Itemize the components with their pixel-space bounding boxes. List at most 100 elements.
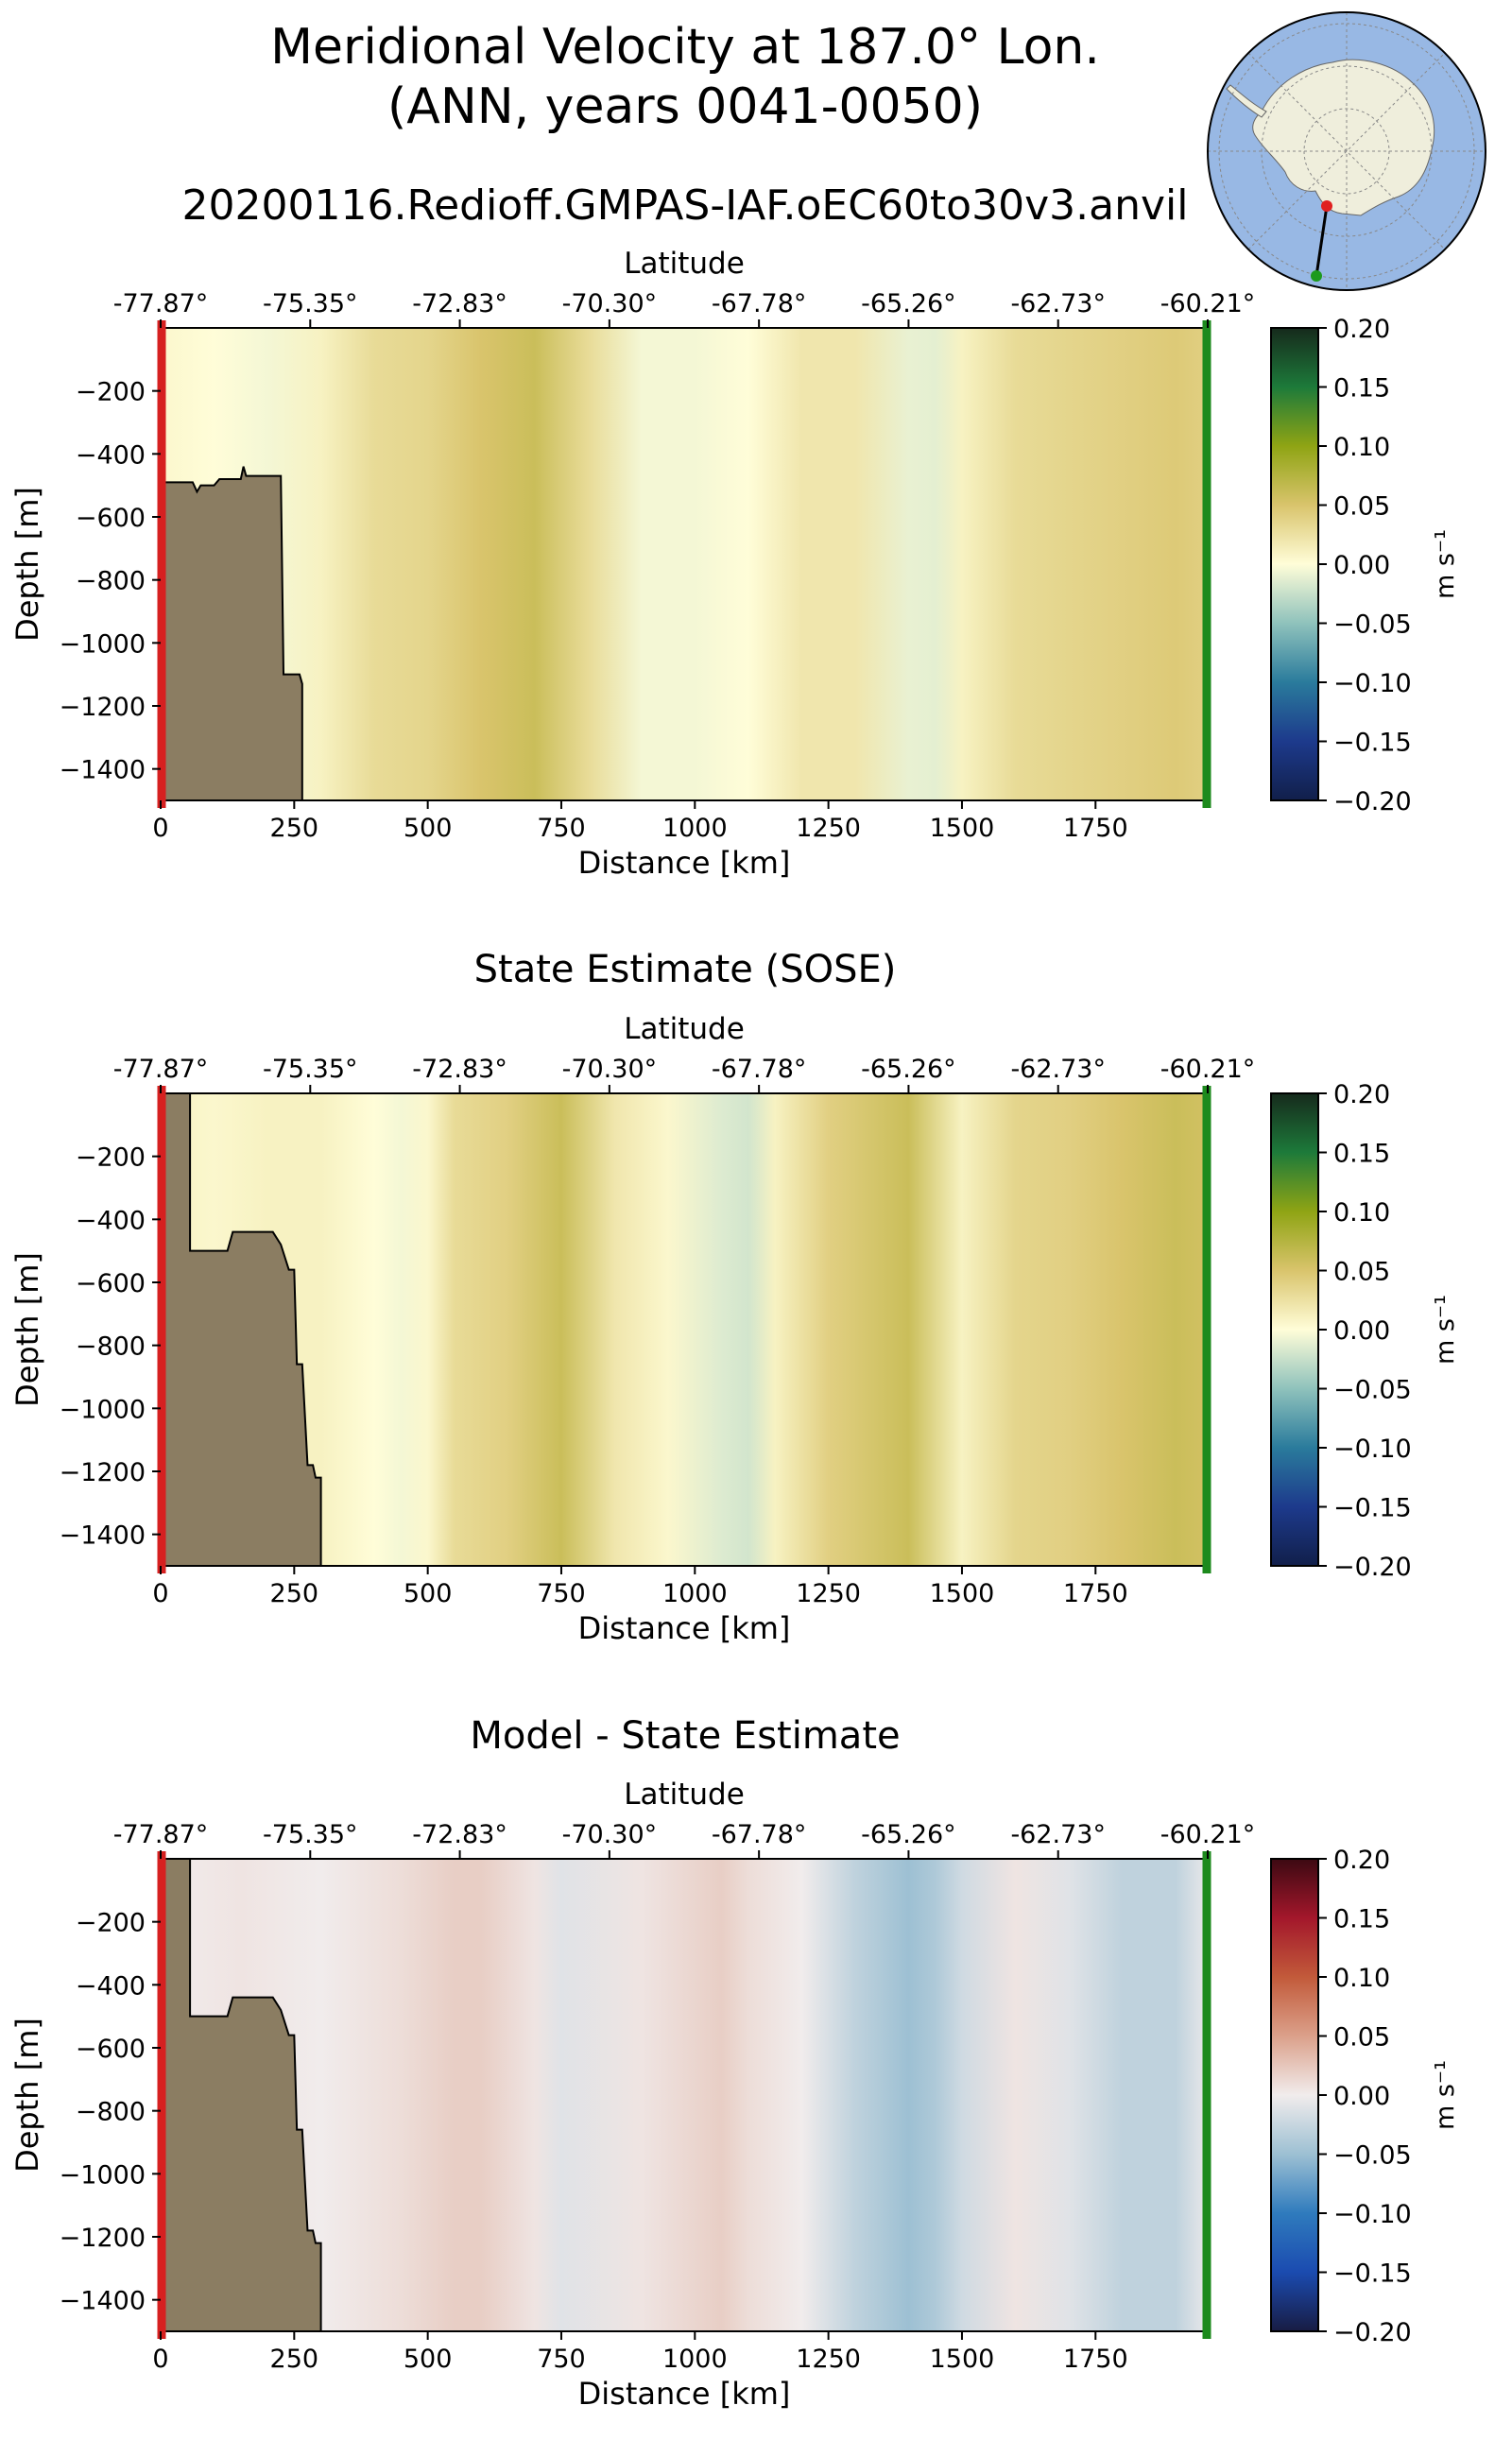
colorbar-tick-label: 0.15 <box>1333 1140 1390 1169</box>
y-tick-label: −400 <box>76 1971 146 2001</box>
y-tick-label: −600 <box>76 2035 146 2064</box>
map-border <box>1207 11 1486 291</box>
y-tick-label: −400 <box>76 440 146 470</box>
latitude-axis-label: Latitude <box>624 1012 745 1046</box>
figure-title-line2: (ANN, years 0041-0050) <box>387 78 983 135</box>
x-tick-label: 1750 <box>1063 814 1128 843</box>
colorbar-tick-label: 0.10 <box>1333 1198 1390 1228</box>
latitude-tick-label: -75.35° <box>263 289 358 318</box>
latitude-tick-label: -77.87° <box>113 1820 209 1849</box>
colorbar-tick-label: 0.20 <box>1333 1080 1390 1109</box>
y-tick-label: −1400 <box>60 1521 146 1551</box>
latitude-tick-label: -62.73° <box>1010 289 1106 318</box>
y-tick-label: −1000 <box>60 629 146 659</box>
latitude-tick-label: -77.87° <box>113 289 209 318</box>
y-tick-label: −200 <box>76 1909 146 1938</box>
antarctica-landmass <box>1252 59 1435 216</box>
latitude-tick-label: -62.73° <box>1010 1820 1106 1849</box>
colorbar-tick-label: −0.10 <box>1333 1435 1412 1464</box>
antarctica-inset-map <box>1207 11 1486 291</box>
latitude-tick-label: -75.35° <box>263 1820 358 1849</box>
y-axis-label: Depth [m] <box>9 487 45 642</box>
x-tick-label: 1750 <box>1063 2345 1128 2374</box>
latitude-tick-label: -77.87° <box>113 1055 209 1084</box>
latitude-tick-label: -67.78° <box>712 289 807 318</box>
colorbar <box>1270 327 1319 801</box>
x-tick-label: 0 <box>152 814 168 843</box>
colorbar-tick-label: −0.05 <box>1333 610 1412 640</box>
y-tick-label: −1200 <box>60 2224 146 2253</box>
colorbar-tick-label: −0.15 <box>1333 729 1412 758</box>
x-tick-label: 1000 <box>662 814 728 843</box>
x-tick-label: 1500 <box>930 1579 995 1608</box>
x-tick-label: 1000 <box>662 1579 728 1608</box>
colorbar-tick-label: −0.20 <box>1333 787 1412 816</box>
latitude-tick-label: -60.21° <box>1160 1820 1256 1849</box>
panel-3: Model - State Estimate Latitude 0 250 500 750… <box>9 1714 1460 2412</box>
x-tick-label: 750 <box>537 814 586 843</box>
x-axis-label: Distance [km] <box>578 1610 791 1646</box>
y-tick-label: −600 <box>76 1269 146 1298</box>
panel-title: Model - State Estimate <box>470 1714 900 1758</box>
velocity-field <box>161 1093 1208 1566</box>
latitude-tick-label: -70.30° <box>562 1820 658 1849</box>
colorbar-tick-label: −0.20 <box>1333 1553 1412 1582</box>
velocity-field <box>161 1859 1208 2331</box>
panel-2: State Estimate (SOSE) Latitude 0 250 500 750 1… <box>9 948 1460 1646</box>
colorbar-tick-label: 0.00 <box>1333 2082 1390 2111</box>
latitude-tick-label: -65.26° <box>861 1820 956 1849</box>
transect-line <box>1314 205 1329 277</box>
y-tick-label: −400 <box>76 1206 146 1235</box>
y-tick-label: −600 <box>76 504 146 533</box>
x-tick-label: 750 <box>537 2345 586 2374</box>
x-tick-label: 500 <box>404 814 453 843</box>
panel-title: State Estimate (SOSE) <box>474 948 897 991</box>
y-tick-label: −200 <box>76 378 146 407</box>
x-tick-label: 500 <box>404 1579 453 1608</box>
latitude-tick-label: -72.83° <box>412 289 507 318</box>
colorbar-tick-label: 0.10 <box>1333 1964 1390 1993</box>
transect-start-marker <box>1321 200 1332 212</box>
colorbar-tick-label: −0.10 <box>1333 2200 1412 2229</box>
x-axis-label: Distance [km] <box>578 2376 791 2412</box>
grid-meridian <box>1247 52 1446 250</box>
y-tick-label: −800 <box>76 1332 146 1362</box>
colorbar-label: m s⁻¹ <box>1431 529 1460 599</box>
latitude-tick-label: -72.83° <box>412 1820 507 1849</box>
x-tick-label: 1250 <box>796 2345 861 2374</box>
latitude-tick-label: -60.21° <box>1160 1055 1256 1084</box>
antarctic-peninsula <box>1226 84 1267 118</box>
x-tick-label: 1250 <box>796 814 861 843</box>
colorbar-tick-label: 0.10 <box>1333 433 1390 462</box>
latitude-tick-label: -75.35° <box>263 1055 358 1084</box>
latitude-tick-label: -65.26° <box>861 289 956 318</box>
y-tick-label: −1200 <box>60 1458 146 1487</box>
latitude-tick-label: -70.30° <box>562 1055 658 1084</box>
y-tick-label: −800 <box>76 2098 146 2127</box>
colorbar-tick-label: 0.15 <box>1333 374 1390 404</box>
latitude-tick-label: -67.78° <box>712 1820 807 1849</box>
x-tick-label: 1750 <box>1063 1579 1128 1608</box>
colorbar-tick-label: −0.10 <box>1333 669 1412 698</box>
colorbar-tick-label: −0.20 <box>1333 2318 1412 2347</box>
seafloor-bathymetry <box>160 466 303 801</box>
figure-title-line1: Meridional Velocity at 187.0° Lon. <box>270 19 1100 76</box>
y-tick-label: −1400 <box>60 2287 146 2316</box>
seafloor-bathymetry <box>160 1858 322 2332</box>
latitude-axis-label: Latitude <box>624 247 745 281</box>
x-tick-label: 1250 <box>796 1579 861 1608</box>
velocity-field <box>161 328 1208 800</box>
panel-title: 20200116.Redioff.GMPAS-IAF.oEC60to30v3.a… <box>182 181 1189 230</box>
y-axis-label: Depth [m] <box>9 2018 45 2173</box>
x-tick-label: 250 <box>270 814 319 843</box>
y-axis-label: Depth [m] <box>9 1252 45 1407</box>
colorbar-tick-label: 0.00 <box>1333 551 1390 580</box>
colorbar <box>1270 1858 1319 2332</box>
y-tick-label: −1400 <box>60 756 146 785</box>
panel-1: 20200116.Redioff.GMPAS-IAF.oEC60to30v3.a… <box>9 181 1460 881</box>
latitude-tick-label: -65.26° <box>861 1055 956 1084</box>
y-tick-label: −1000 <box>60 1395 146 1424</box>
colorbar <box>1270 1092 1319 1567</box>
latitude-tick-label: -67.78° <box>712 1055 807 1084</box>
